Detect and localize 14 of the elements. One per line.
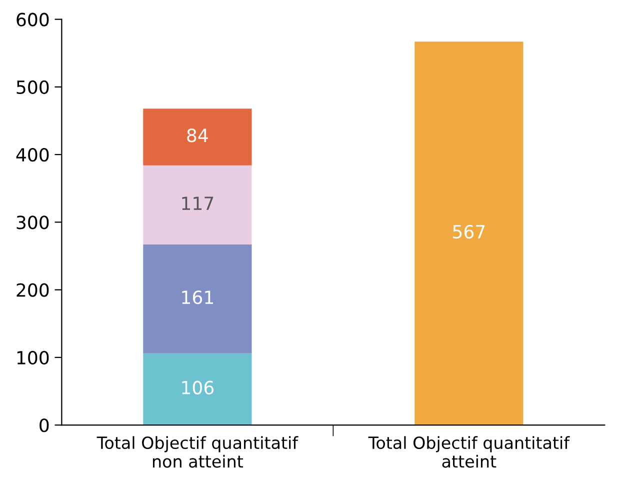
x-tick-label: Total Objectif quantitatif non atteint [96,436,298,468]
y-tick-label: 600 [16,12,49,26]
data-label: 567 [453,224,485,239]
x-tick-label: Total Objectif quantitatif atteint [368,436,570,468]
y-tick-label: 100 [17,350,49,365]
data-label: 161 [182,290,214,304]
y-tick-label: 400 [16,148,49,162]
y-tick-label: 300 [16,216,49,230]
data-label: 84 [187,128,208,142]
data-label: 106 [182,380,214,394]
y-tick-label: 500 [16,80,49,94]
y-tick-label: 0 [40,418,49,432]
y-tick-label: 200 [16,283,49,297]
data-label: 117 [182,196,214,210]
